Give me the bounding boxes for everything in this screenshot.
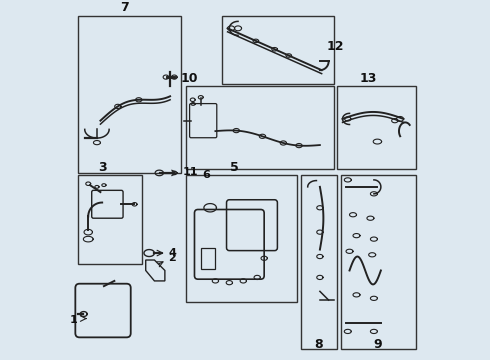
- Text: 10: 10: [180, 72, 198, 85]
- Text: 12: 12: [326, 40, 343, 53]
- Text: 3: 3: [98, 161, 106, 174]
- Text: 11: 11: [182, 167, 198, 177]
- Bar: [222, 16, 334, 84]
- Text: 13: 13: [360, 72, 377, 85]
- Bar: [78, 175, 142, 264]
- Text: 8: 8: [314, 338, 322, 351]
- Bar: [341, 175, 416, 349]
- Bar: [186, 86, 334, 170]
- Bar: [78, 16, 180, 173]
- Text: 2: 2: [169, 253, 176, 263]
- Text: 6: 6: [203, 170, 211, 180]
- Text: 1: 1: [70, 315, 78, 325]
- Bar: [186, 175, 297, 302]
- Bar: [337, 86, 416, 170]
- Text: 9: 9: [373, 338, 382, 351]
- Bar: [201, 248, 216, 269]
- Text: 4: 4: [169, 248, 176, 258]
- Text: 7: 7: [121, 1, 129, 14]
- Bar: [301, 175, 337, 349]
- Text: 5: 5: [230, 161, 239, 174]
